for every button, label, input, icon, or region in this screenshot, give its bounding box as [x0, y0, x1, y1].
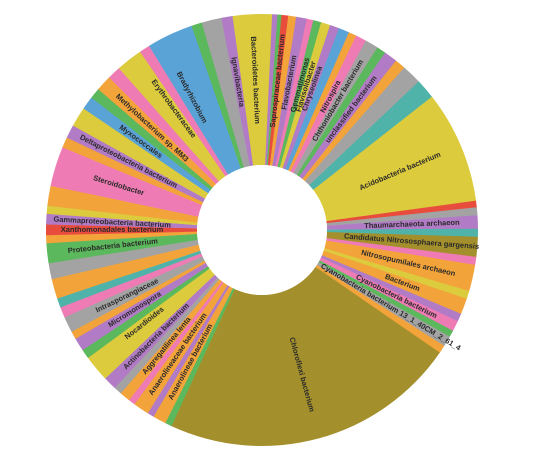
slice: [172, 25, 241, 171]
slice: [326, 238, 477, 266]
slice: [62, 137, 204, 206]
slice: [48, 239, 199, 280]
slice: [320, 255, 462, 322]
slice: [309, 81, 433, 191]
slice: [51, 244, 201, 299]
slice: [304, 67, 420, 186]
slice: [153, 286, 233, 424]
slice: [120, 279, 222, 401]
slice: [324, 240, 476, 292]
slice: [279, 22, 331, 169]
slice: [57, 250, 202, 308]
slice: [326, 200, 477, 224]
slice: [83, 97, 211, 194]
slice: [299, 52, 397, 180]
slice: [71, 260, 206, 339]
slice: [326, 207, 478, 226]
slice: [109, 67, 220, 185]
slice: [290, 35, 367, 174]
slice: [170, 266, 440, 446]
slice: [201, 17, 250, 168]
slice: [97, 272, 215, 379]
donut-hole: [197, 165, 327, 295]
slice: [319, 257, 458, 332]
slice: [72, 108, 209, 199]
slice: [282, 25, 340, 170]
slice: [50, 146, 203, 217]
slice: [275, 18, 314, 167]
slice: [98, 77, 217, 188]
slice: [87, 268, 213, 371]
slice: [269, 15, 297, 166]
slice: [129, 51, 226, 179]
slice: [277, 20, 322, 168]
slice: [91, 88, 213, 191]
slice-label: Xanthomonadales bacterium: [61, 225, 164, 234]
slice: [302, 60, 405, 182]
slice-label: Bacteroidetes bacterium: [249, 36, 262, 124]
slice: [114, 277, 220, 394]
slice: [46, 223, 198, 236]
slice: [191, 22, 245, 169]
slices: [46, 13, 478, 446]
slice: [149, 33, 236, 175]
slice: [293, 40, 378, 176]
slice: [267, 14, 289, 166]
slice: [164, 288, 235, 427]
slice: [288, 32, 357, 172]
slice: [47, 185, 199, 223]
slice: [66, 125, 206, 203]
slice: [285, 28, 350, 171]
slice: [128, 281, 224, 405]
slice: [64, 256, 205, 332]
slice: [75, 262, 209, 351]
slice: [147, 285, 230, 417]
slice: [296, 47, 386, 177]
slice: [60, 253, 203, 318]
slice: [46, 233, 198, 264]
slice: [82, 266, 210, 358]
slice: [140, 45, 229, 177]
slice: [46, 231, 198, 244]
slice: [104, 274, 218, 389]
slice: [315, 264, 445, 354]
slice: [313, 96, 477, 222]
slice: [318, 260, 454, 338]
slice-label: Thaumarchaeota archaeon: [364, 218, 460, 231]
slice: [46, 213, 198, 229]
slice: [326, 228, 478, 238]
slice: [326, 215, 478, 230]
slice: [323, 248, 470, 300]
slice: [118, 59, 223, 182]
slice: [321, 250, 467, 315]
slice: [326, 232, 478, 258]
slice: [133, 282, 228, 414]
slice: [272, 16, 308, 167]
slice: [46, 205, 198, 226]
slice: [221, 16, 254, 167]
slice: [316, 262, 450, 347]
slice: [231, 13, 273, 166]
